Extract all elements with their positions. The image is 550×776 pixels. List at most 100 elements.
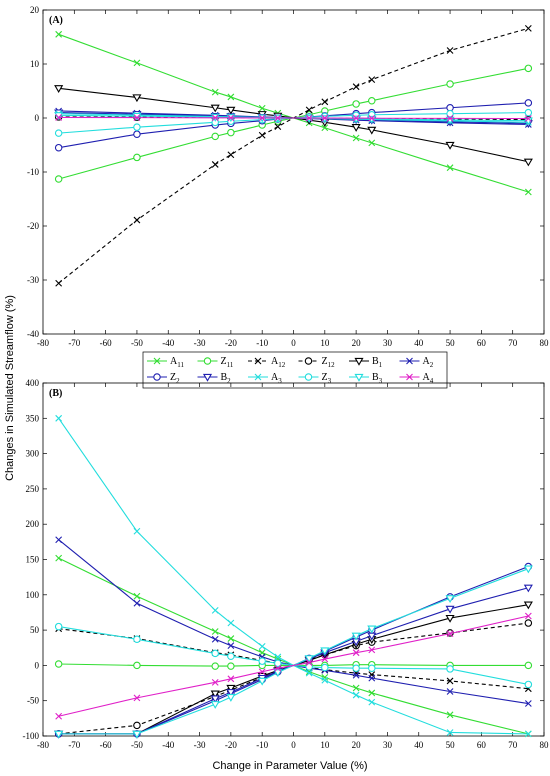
panel-b-data-point — [133, 592, 141, 600]
panel-b-x-tick-label: 60 — [477, 740, 487, 750]
legend-swatch-marker — [153, 373, 161, 381]
panel-b-data-point — [210, 701, 220, 709]
panel-b-data-point — [227, 662, 235, 670]
legend-item-a3: A3 — [248, 372, 282, 385]
panel-a-data-point — [321, 98, 329, 106]
panel-a-data-point — [368, 76, 376, 84]
panel-a-data-point — [445, 141, 455, 150]
panel-b-panel-tag: (B) — [49, 388, 62, 399]
panel-a-data-point — [524, 188, 532, 196]
panel-a-y-tick-label: -20 — [27, 221, 39, 231]
panel-b-y-tick-label: -100 — [23, 731, 40, 741]
panel-b-data-point — [258, 642, 266, 650]
panel-b-x-tick-label: 10 — [320, 740, 330, 750]
panel-a-data-point — [258, 104, 266, 112]
panel-b-data-point — [211, 628, 219, 635]
panel-a-data-point — [274, 123, 282, 131]
panel-a-y-tick-label: -30 — [27, 275, 39, 285]
panel-b-data-point — [368, 698, 376, 706]
panel-a-y-tick-label: 0 — [35, 113, 40, 123]
panel-b-x-tick-label: 80 — [540, 740, 550, 750]
panel-a-data-point — [211, 161, 219, 168]
panel-a-data-point — [227, 114, 235, 122]
panel-a-data-point — [133, 123, 141, 131]
panel-b-data-point — [226, 684, 236, 693]
panel-a-data-point — [133, 216, 141, 224]
panel-b-y-tick-label: 250 — [26, 484, 40, 494]
panel-b-x-tick-label: 50 — [446, 740, 456, 750]
panel-b-data-point — [55, 712, 63, 720]
panel-b-data-point — [211, 635, 219, 643]
legend-item-a2: A2 — [399, 356, 434, 369]
panel-b-data-point — [211, 606, 219, 614]
panel-b-chart: -80 -70 -60 -50 -40 -30 -20 -10 0 10 20 30 40 50 60 70 8… — [23, 378, 550, 750]
panel-b-data-point — [368, 646, 376, 654]
panel-b-y-tick-label: 150 — [26, 555, 40, 565]
legend-label: Z11 — [221, 356, 234, 369]
panel-a-data-point — [54, 175, 63, 183]
panel-a-data-point — [446, 80, 454, 88]
panel-a-data-point — [54, 129, 63, 137]
panel-b-data-point — [304, 655, 314, 664]
panel-b-y-tick-label: -50 — [27, 696, 39, 706]
panel-a-y-tick-label: 10 — [30, 59, 40, 69]
panel-b-data-point — [133, 635, 141, 644]
panel-b-data-point — [446, 665, 454, 673]
legend-label: B1 — [372, 356, 383, 369]
panel-b-data-point — [211, 649, 219, 658]
panel-b-data-point — [226, 689, 236, 697]
panel-a-x-tick-label: -50 — [131, 338, 143, 348]
panel-a-data-point — [446, 164, 454, 172]
panel-a-data-point — [211, 114, 219, 122]
legend-item-b1: B1 — [349, 356, 383, 369]
panel-a-data-point — [55, 279, 63, 287]
legend: A11 Z11 A12 Z12 B1 A2 Z2 B2 A3 Z3 B3 A4 — [142, 351, 448, 389]
panel-b-data-point — [227, 652, 235, 660]
panel-a-data-point — [524, 64, 533, 73]
panel-a-series-a4 — [55, 114, 532, 122]
panel-b-data-point — [352, 671, 360, 679]
legend-label: A12 — [271, 356, 286, 369]
panel-b-data-point — [133, 599, 141, 607]
panel-b-data-point — [227, 619, 235, 627]
panel-b-data-point — [320, 647, 330, 656]
panel-b-x-tick-label: -80 — [37, 740, 49, 750]
panel-b-data-point — [352, 684, 360, 692]
panel-b-x-tick-label: -10 — [256, 740, 268, 750]
panel-b-y-tick-label: 0 — [35, 660, 40, 670]
panel-b-data-point — [274, 664, 282, 672]
panel-b-y-tick-label: 50 — [30, 625, 40, 635]
panel-b-data-point — [305, 663, 313, 671]
panel-b-data-point — [133, 661, 141, 670]
panel-a-data-point — [54, 85, 64, 93]
panel-a-data-point — [523, 158, 533, 167]
legend-label: Z2 — [170, 372, 180, 385]
panel-a-data-point — [274, 114, 282, 122]
panel-b-data-point — [133, 527, 141, 535]
panel-b-data-point — [351, 632, 361, 641]
panel-b-data-point — [227, 642, 235, 650]
panel-a-x-tick-label: -70 — [68, 338, 80, 348]
legend-item-b2: B2 — [197, 372, 231, 385]
panel-b-x-tick-label: 20 — [352, 740, 362, 750]
panel-b-data-point — [523, 565, 533, 574]
panel-b-data-point — [257, 677, 267, 686]
panel-b-data-point — [321, 655, 329, 663]
legend-item-z12: Z12 — [298, 356, 335, 369]
panel-b-x-tick-label: -30 — [194, 740, 206, 750]
panel-a-data-point — [352, 134, 360, 142]
panel-a-x-tick-label: -80 — [37, 338, 49, 348]
panel-a-x-tick-label: -60 — [100, 338, 112, 348]
panel-a-x-tick-label: 10 — [320, 338, 330, 348]
panel-b-data-point — [445, 595, 455, 604]
panel-a-chart: -80 -70 -60 -50 -40 -30 -20 -10 0 10 20 30 40 50 60 70 8… — [27, 5, 549, 348]
panel-a-data-point — [524, 24, 532, 32]
panel-a-data-point — [132, 94, 142, 103]
panel-a-data-point — [227, 93, 235, 101]
panel-a-data-point — [133, 130, 141, 138]
panel-a-data-point — [210, 104, 220, 113]
panel-a-data-point — [227, 128, 235, 137]
panel-b-data-point — [258, 657, 266, 665]
panel-b-data-point — [227, 635, 235, 642]
